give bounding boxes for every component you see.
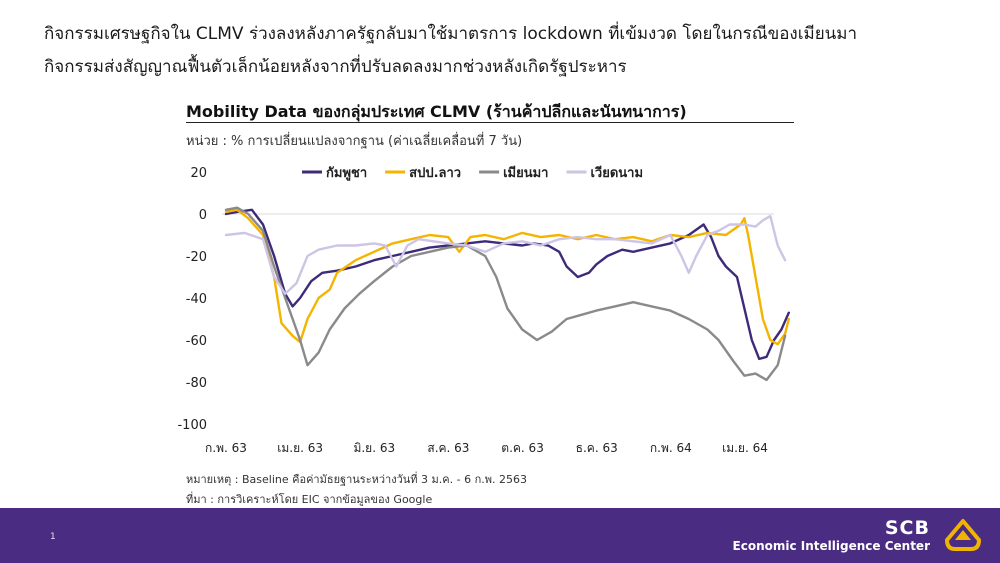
x-tick-label: ต.ค. 63	[501, 441, 544, 455]
title-divider	[186, 122, 794, 123]
y-axis-ticks: 20 0 -20 -40 -60 -80 -100	[177, 166, 207, 433]
y-tick-label: -40	[186, 292, 207, 307]
x-tick-label: เม.ย. 63	[277, 441, 323, 455]
series-line	[224, 214, 787, 295]
series-line	[224, 208, 790, 346]
x-tick-label: เม.ย. 64	[722, 441, 768, 455]
headline: กิจกรรมเศรษฐกิจใน CLMV ร่วงลงหลังภาครัฐก…	[44, 18, 964, 84]
mobility-line-chart: 20 0 -20 -40 -60 -80 -100 ก.พ. 63 เม.ย. 63 มิ.ย.…	[177, 165, 790, 455]
y-tick-label: -60	[186, 334, 207, 349]
brand-block: SCB Economic Intelligence Center	[733, 518, 930, 555]
legend-label: เมียนมา	[503, 165, 548, 181]
headline-line-1: กิจกรรมเศรษฐกิจใน CLMV ร่วงลงหลังภาครัฐก…	[44, 24, 858, 44]
legend-label: สปป.ลาว	[409, 166, 461, 181]
y-tick-label: -20	[186, 250, 207, 265]
x-tick-label: ธ.ค. 63	[576, 441, 618, 455]
chart-source: ที่มา : การวิเคราะห์โดย EIC จากข้อมูลของ…	[186, 493, 433, 506]
legend-label: เวียดนาม	[590, 165, 643, 181]
legend-label: กัมพูชา	[326, 166, 367, 181]
page-number: 1	[50, 532, 56, 542]
x-tick-label: มิ.ย. 63	[353, 441, 395, 455]
x-axis-ticks: ก.พ. 63 เม.ย. 63 มิ.ย. 63 ส.ค. 63 ต.ค. 63 ธ.ค…	[205, 441, 768, 455]
scb-logo-icon	[945, 519, 981, 551]
series-line	[224, 206, 787, 382]
y-tick-label: 20	[190, 166, 207, 181]
footer-bar: 1 SCB Economic Intelligence Center	[0, 508, 1000, 563]
y-tick-label: -100	[177, 418, 207, 433]
series-line	[224, 208, 790, 361]
x-tick-label: ส.ค. 63	[427, 441, 469, 455]
chart-remark: หมายเหตุ : Baseline คือค่ามัธยฐานระหว่าง…	[186, 473, 527, 486]
chart-subtitle: หน่วย : % การเปลี่ยนแปลงจากฐาน (ค่าเฉลี่…	[186, 134, 523, 149]
chart-legend: กัมพูชา สปป.ลาว เมียนมา เวียดนาม	[302, 165, 643, 181]
x-tick-label: ก.พ. 64	[650, 441, 692, 455]
y-tick-label: 0	[199, 208, 207, 223]
chart-title: Mobility Data ของกลุ่มประเทศ CLMV (ร้านค…	[186, 102, 687, 121]
brand-name: SCB	[884, 517, 930, 539]
y-tick-label: -80	[186, 376, 207, 391]
headline-line-2: กิจกรรมส่งสัญญาณฟื้นตัวเล็กน้อยหลังจากที…	[44, 57, 627, 77]
brand-unit: Economic Intelligence Center	[732, 539, 930, 553]
series-lines	[224, 206, 790, 382]
x-tick-label: ก.พ. 63	[205, 441, 247, 455]
